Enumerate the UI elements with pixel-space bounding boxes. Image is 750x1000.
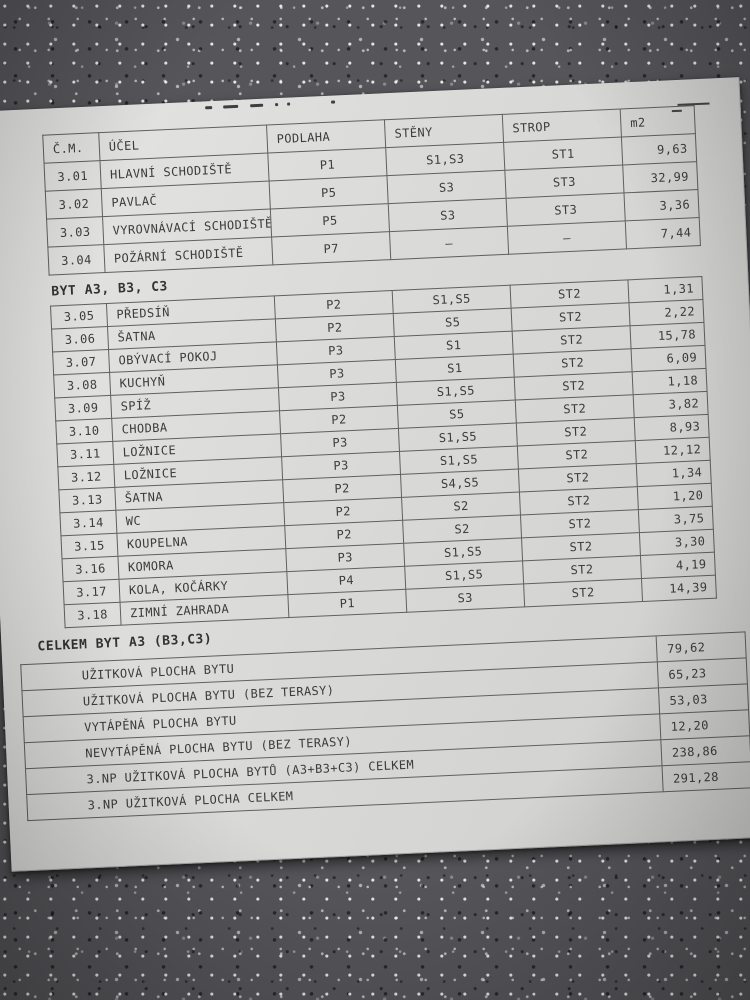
apartment-rooms-table: 3.05 PŘEDSÍŇ P2 S1,S5 ST2 1,31 3.06 ŠATN… (50, 276, 717, 628)
ink-mark (677, 102, 710, 106)
total-value: 65,23 (657, 657, 748, 688)
cell-room-number: 3.01 (44, 160, 102, 192)
cell-room-number: 3.12 (57, 464, 115, 490)
cell-room-number: 3.03 (46, 216, 104, 248)
total-value: 238,86 (660, 735, 750, 766)
cell-area: 3,36 (623, 189, 700, 221)
cell-area: 9,63 (621, 133, 697, 165)
paper-sheet: Č.M. ÚČEL PODLAHA STĚNY STROP m2 3.01 HL… (0, 77, 750, 872)
cell-room-number: 3.15 (60, 533, 118, 559)
ink-mark (330, 100, 336, 104)
cell-floor: P7 (271, 231, 391, 265)
ink-mark (275, 103, 279, 107)
cell-room-number: 3.13 (58, 487, 116, 513)
cell-room-number: 3.08 (53, 372, 111, 398)
total-value: 291,28 (662, 761, 750, 792)
total-value: 53,03 (658, 683, 749, 714)
cell-area: 2,22 (628, 299, 704, 326)
cell-area: 15,78 (630, 322, 705, 349)
cell-area: 3,30 (639, 529, 715, 556)
cell-room-number: 3.17 (63, 579, 121, 605)
cell-area: 14,39 (641, 575, 717, 602)
cell-area: 3,75 (638, 506, 714, 533)
cell-walls: S3 (405, 583, 525, 613)
room-areas-table: Č.M. ÚČEL PODLAHA STĚNY STROP m2 3.01 HL… (42, 105, 701, 276)
document-content: Č.M. ÚČEL PODLAHA STĚNY STROP m2 3.01 HL… (0, 77, 750, 822)
cell-area: 32,99 (622, 161, 698, 193)
cell-room-number: 3.16 (62, 556, 119, 582)
ink-mark (223, 104, 239, 109)
cell-room-number: 3.06 (51, 326, 109, 353)
cell-area: 3,82 (633, 391, 709, 418)
cell-floor: P1 (287, 589, 407, 618)
cell-room-number: 3.14 (59, 510, 117, 536)
cell-area: 6,09 (631, 345, 707, 372)
cell-room-number: 3.07 (52, 349, 110, 375)
cell-area: 8,93 (634, 414, 710, 441)
cell-room-number: 3.18 (64, 602, 122, 628)
cell-room-number: 3.11 (56, 441, 114, 467)
cell-ceiling: – (507, 220, 627, 255)
cell-ceiling: ST2 (523, 578, 643, 607)
cell-area: 1,20 (637, 483, 713, 510)
ink-mark (287, 102, 291, 106)
cell-area: 1,18 (632, 368, 708, 395)
cell-area: 4,19 (640, 552, 716, 579)
total-value: 79,62 (656, 631, 747, 662)
ink-mark (671, 109, 682, 113)
cell-area: 1,34 (636, 460, 712, 487)
cell-room-number: 3.09 (54, 395, 112, 421)
total-value: 12,20 (659, 709, 750, 740)
cell-area: 1,31 (627, 276, 703, 303)
cell-room-number: 3.05 (50, 303, 108, 330)
pencil-dash-mark (671, 102, 712, 114)
cell-area: 12,12 (635, 437, 711, 464)
ink-mark (250, 103, 264, 108)
cell-room-number: 3.04 (47, 244, 106, 276)
cell-room-number: 3.10 (55, 418, 113, 444)
cell-area: 7,44 (625, 217, 701, 249)
totals-table: UŽITKOVÁ PLOCHA BYTU 79,62 UŽITKOVÁ PLOC… (20, 631, 750, 821)
cell-walls: – (389, 226, 509, 260)
ink-mark (205, 106, 213, 110)
column-header-room-number: Č.M. (42, 132, 100, 164)
cell-room-number: 3.02 (45, 188, 103, 220)
